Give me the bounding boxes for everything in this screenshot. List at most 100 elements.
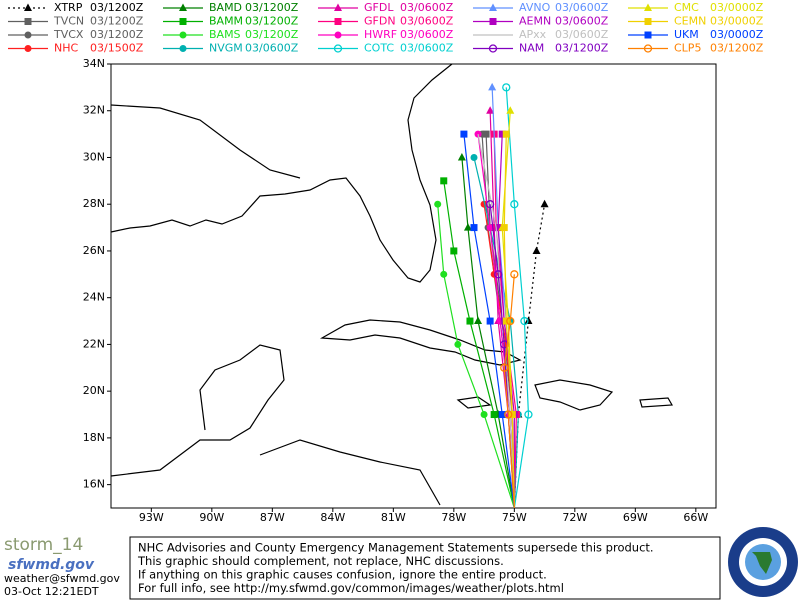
- marker: [454, 340, 462, 348]
- x-tick-label: 72W: [562, 511, 587, 524]
- y-tick-label: 34N: [83, 57, 105, 70]
- marker: [179, 31, 187, 39]
- marker: [470, 153, 478, 161]
- marker: [486, 106, 495, 114]
- marker: [24, 45, 32, 52]
- legend-run: 03/1200Z: [245, 1, 299, 14]
- x-tick-label: 93W: [139, 511, 164, 524]
- storm-name: storm_14: [4, 535, 83, 555]
- marker: [480, 200, 488, 208]
- y-tick-label: 18N: [83, 431, 105, 444]
- marker: [540, 199, 549, 208]
- timestamp: 03-Oct 12:21EDT: [4, 585, 99, 598]
- legend-run: 03/1200Z: [555, 42, 609, 55]
- marker: [490, 411, 498, 419]
- marker: [450, 247, 458, 255]
- legend-name: BAMM: [209, 15, 243, 28]
- marker: [334, 3, 342, 11]
- marker: [488, 82, 497, 91]
- marker: [486, 317, 494, 325]
- disclaimer-line: For full info, see http://my.sfwmd.gov/c…: [138, 581, 564, 595]
- marker: [502, 83, 511, 92]
- legend-name: XTRP: [54, 1, 83, 14]
- marker: [440, 177, 448, 185]
- disclaimer: NHC Advisories and County Emergency Mana…: [137, 541, 654, 596]
- marker: [179, 3, 187, 11]
- x-tick-label: 78W: [441, 511, 466, 524]
- marker: [179, 18, 187, 25]
- marker: [510, 200, 519, 209]
- marker: [500, 363, 509, 372]
- legend: XTRP 03/1200Z TVCN 03/1200Z TVCX 03/1200Z NHC 0…: [8, 1, 764, 55]
- marker: [494, 224, 502, 232]
- legend-name: CMC: [674, 1, 699, 14]
- legend-run: 03/0600Z: [400, 28, 454, 41]
- y-tick-label: 24N: [83, 291, 105, 304]
- legend-run: 03/1200Z: [90, 15, 144, 28]
- marker: [333, 44, 343, 53]
- legend-name: TVCX: [53, 28, 84, 41]
- x-tick-label: 75W: [502, 511, 527, 524]
- y-tick-label: 32N: [83, 104, 105, 117]
- legend-name: GFDL: [364, 1, 394, 14]
- marker: [489, 18, 497, 25]
- legend-run: 03/0000Z: [710, 1, 764, 14]
- marker: [24, 18, 32, 25]
- coastlines: [110, 63, 673, 506]
- y-tick-label: 16N: [83, 478, 105, 491]
- marker: [510, 270, 519, 279]
- y-tick-label: 26N: [83, 244, 105, 257]
- marker: [24, 31, 32, 39]
- marker: [460, 130, 468, 138]
- legend-name: CEMN: [674, 15, 706, 28]
- legend-run: 03/1500Z: [90, 42, 144, 55]
- marker: [489, 3, 497, 11]
- marker: [524, 410, 533, 419]
- legend-run: 03/0000Z: [710, 28, 764, 41]
- legend-name: NAM: [519, 42, 544, 55]
- marker: [434, 200, 442, 208]
- marker: [506, 316, 515, 326]
- contact-email: weather@sfwmd.gov: [4, 572, 120, 585]
- legend-name: APxx: [519, 28, 547, 41]
- y-tick-label: 28N: [83, 197, 105, 210]
- marker: [504, 410, 513, 419]
- legend-name: NVGM: [209, 42, 243, 55]
- marker: [500, 224, 508, 232]
- marker: [179, 45, 187, 52]
- marker: [644, 31, 652, 39]
- marker: [334, 31, 342, 39]
- legend-run: 03/0600Z: [555, 28, 609, 41]
- marker: [498, 411, 506, 419]
- marker: [470, 224, 478, 232]
- y-tick-label: 20N: [83, 384, 105, 397]
- legend-run: 03/1200Z: [90, 1, 144, 14]
- legend-name: TVCN: [53, 15, 84, 28]
- legend-name: BAMD: [209, 1, 242, 14]
- marker: [498, 130, 506, 138]
- legend-name: CLP5: [674, 42, 701, 55]
- legend-run: 03/1200Z: [245, 28, 299, 41]
- legend-name: BAMS: [209, 28, 241, 41]
- marker: [485, 200, 495, 209]
- logo-text: sfwmd.gov: [8, 557, 95, 573]
- marker: [24, 3, 32, 11]
- marker: [457, 152, 466, 161]
- marker: [480, 411, 488, 419]
- legend-run: 03/1200Z: [710, 42, 764, 55]
- marker: [532, 246, 541, 254]
- marker: [482, 130, 490, 138]
- legend-name: AEMN: [519, 15, 551, 28]
- legend-run: 03/0600Z: [555, 1, 609, 14]
- legend-run: 03/1200Z: [90, 28, 144, 41]
- marker: [506, 106, 515, 114]
- legend-name: AVNO: [519, 1, 551, 14]
- marker: [644, 3, 652, 11]
- x-tick-label: 81W: [381, 511, 406, 524]
- x-tick-label: 69W: [623, 511, 648, 524]
- disclaimer-box: [129, 536, 721, 600]
- legend-run: 03/0600Z: [400, 42, 454, 55]
- marker: [644, 18, 652, 25]
- model-track: [505, 87, 530, 509]
